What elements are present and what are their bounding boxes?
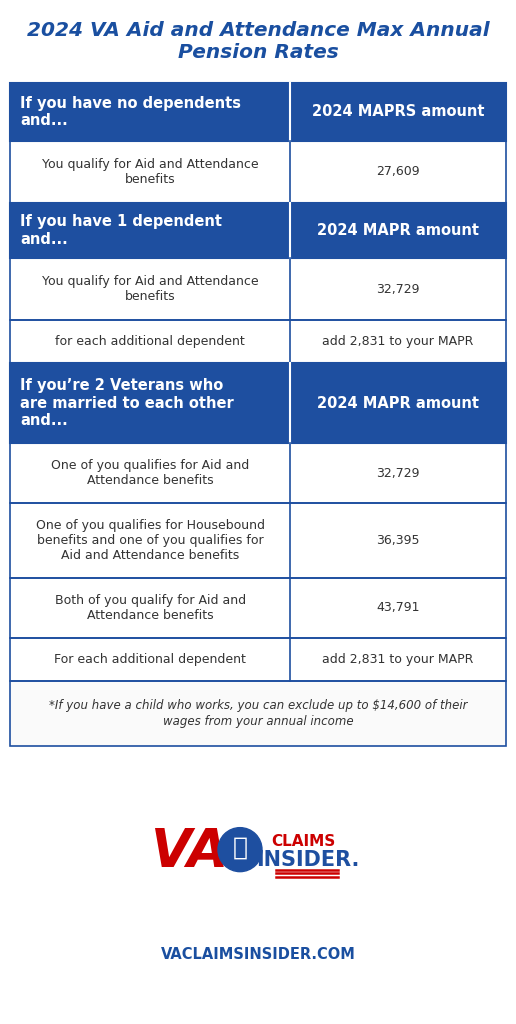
Bar — [290, 503, 506, 578]
Text: 32,729: 32,729 — [376, 283, 420, 296]
Bar — [290, 443, 506, 503]
Bar — [290, 83, 506, 141]
Text: *If you have a child who works, you can exclude up to $14,600 of their
wages fro: *If you have a child who works, you can … — [49, 699, 467, 727]
Text: for each additional dependent: for each additional dependent — [55, 335, 245, 348]
Bar — [10, 681, 506, 746]
Bar — [10, 578, 290, 638]
Bar — [10, 362, 290, 443]
Text: 2024 VA Aid and Attendance Max Annual
Pension Rates: 2024 VA Aid and Attendance Max Annual Pe… — [27, 22, 489, 62]
Text: For each additional dependent: For each additional dependent — [54, 653, 246, 666]
Text: add 2,831 to your MAPR: add 2,831 to your MAPR — [322, 335, 474, 348]
Bar — [10, 83, 290, 141]
Bar — [10, 203, 506, 258]
Bar — [10, 681, 506, 746]
Text: You qualify for Aid and Attendance
benefits: You qualify for Aid and Attendance benef… — [42, 158, 259, 186]
Bar — [10, 503, 506, 578]
Bar — [10, 578, 506, 638]
Bar — [10, 258, 506, 319]
Bar — [10, 203, 290, 258]
Bar — [10, 638, 506, 681]
Bar — [0, 0, 516, 83]
Text: CLAIMS: CLAIMS — [271, 835, 335, 849]
Bar — [290, 638, 506, 681]
Text: VA: VA — [151, 825, 229, 878]
Bar — [10, 319, 290, 362]
Circle shape — [218, 827, 262, 871]
Text: If you’re 2 Veterans who
are married to each other
and...: If you’re 2 Veterans who are married to … — [20, 378, 234, 428]
Bar — [10, 83, 506, 141]
Text: VACLAIMSINSIDER.COM: VACLAIMSINSIDER.COM — [160, 947, 356, 962]
Text: 2024 MAPR amount: 2024 MAPR amount — [317, 223, 479, 238]
Bar — [290, 203, 506, 258]
Text: 2024 MAPRS amount: 2024 MAPRS amount — [312, 104, 485, 120]
Text: 27,609: 27,609 — [376, 166, 420, 178]
Bar — [10, 638, 290, 681]
Bar — [10, 362, 506, 443]
Text: You qualify for Aid and Attendance
benefits: You qualify for Aid and Attendance benef… — [42, 275, 259, 303]
Text: If you have no dependents
and...: If you have no dependents and... — [20, 96, 241, 128]
Bar — [10, 443, 290, 503]
Text: add 2,831 to your MAPR: add 2,831 to your MAPR — [322, 653, 474, 666]
Bar — [290, 362, 506, 443]
Text: 🦅: 🦅 — [233, 836, 248, 859]
Bar — [290, 319, 506, 362]
Bar — [10, 258, 290, 319]
Bar — [10, 319, 506, 362]
Bar — [290, 141, 506, 203]
Text: One of you qualifies for Aid and
Attendance benefits: One of you qualifies for Aid and Attenda… — [51, 459, 249, 487]
Text: 36,395: 36,395 — [376, 534, 420, 547]
Bar — [290, 578, 506, 638]
Text: INSIDER.: INSIDER. — [256, 850, 360, 869]
Text: If you have 1 dependent
and...: If you have 1 dependent and... — [20, 214, 222, 247]
Bar — [10, 503, 290, 578]
Bar — [10, 141, 290, 203]
Text: 32,729: 32,729 — [376, 467, 420, 479]
Bar — [0, 746, 516, 1024]
Text: 43,791: 43,791 — [376, 601, 420, 614]
Bar — [10, 443, 506, 503]
Text: One of you qualifies for Housebound
benefits and one of you qualifies for
Aid an: One of you qualifies for Housebound bene… — [36, 519, 265, 562]
Bar — [10, 141, 506, 203]
Text: Both of you qualify for Aid and
Attendance benefits: Both of you qualify for Aid and Attendan… — [55, 594, 246, 622]
Bar — [290, 258, 506, 319]
Text: 2024 MAPR amount: 2024 MAPR amount — [317, 395, 479, 411]
